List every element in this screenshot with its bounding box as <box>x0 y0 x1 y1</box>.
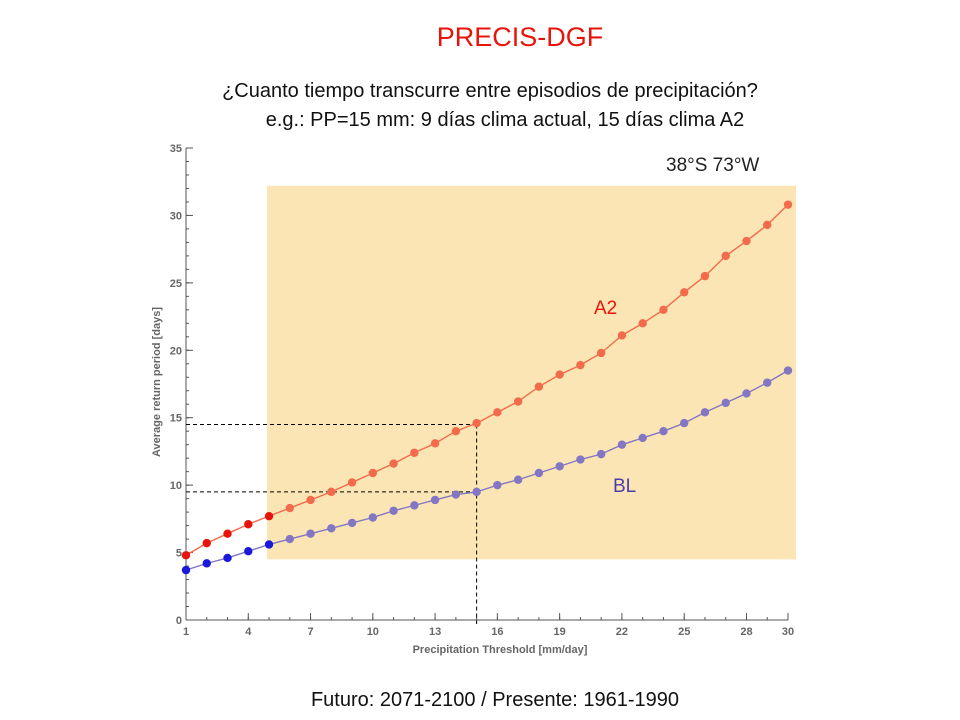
data-point-bl <box>783 366 793 375</box>
y-tick-label: 20 <box>170 345 182 357</box>
data-point-bl <box>617 440 627 449</box>
data-point-bl <box>223 553 232 563</box>
x-tick-label: 1 <box>183 626 189 638</box>
data-point-a2 <box>534 382 544 391</box>
y-tick-label: 15 <box>170 413 182 425</box>
data-point-a2 <box>576 360 585 370</box>
x-tick-label: 16 <box>491 626 503 638</box>
data-point-bl <box>244 547 253 556</box>
y-tick-label: 0 <box>176 615 182 627</box>
data-point-a2 <box>368 468 378 478</box>
x-tick-label: 28 <box>740 626 752 638</box>
data-point-bl <box>181 565 191 575</box>
data-point-a2 <box>264 511 274 521</box>
data-point-a2 <box>347 478 357 487</box>
data-point-a2 <box>513 397 523 406</box>
data-point-bl <box>659 427 668 436</box>
data-point-bl <box>763 378 772 387</box>
data-point-a2 <box>596 348 606 358</box>
data-point-a2 <box>555 370 564 379</box>
data-point-bl <box>534 468 544 478</box>
data-point-a2 <box>327 487 336 497</box>
data-point-bl <box>721 398 730 408</box>
data-point-bl <box>680 418 689 428</box>
data-point-bl <box>347 518 357 528</box>
x-tick-label: 19 <box>554 626 566 638</box>
data-point-bl <box>513 475 523 484</box>
data-point-a2 <box>430 439 440 448</box>
data-point-a2 <box>244 520 253 529</box>
chart-series <box>181 200 793 575</box>
data-point-a2 <box>223 529 232 538</box>
series-label-bl: BL <box>613 476 636 497</box>
data-point-bl <box>700 408 710 417</box>
data-point-bl <box>638 433 647 443</box>
x-tick-label: 30 <box>782 626 794 638</box>
data-point-a2 <box>472 418 481 428</box>
data-point-bl <box>430 495 440 505</box>
location-label: 38°S 73°W <box>666 155 759 176</box>
x-tick-label: 13 <box>429 626 441 638</box>
x-tick-label: 4 <box>245 626 252 638</box>
data-point-bl <box>410 501 419 510</box>
slide-footer: Futuro: 2071-2100 / Presente: 1961-1990 <box>310 689 680 711</box>
slide-question: ¿Cuanto tiempo transcurre entre episodio… <box>222 80 758 102</box>
reference-lines <box>186 423 478 624</box>
data-point-bl <box>389 506 398 515</box>
chart-axes: 1 4 7 10 13 16 19 22 25 28 30 0 5 10 15 20 25 30 35 <box>170 143 794 638</box>
data-point-a2 <box>680 288 689 297</box>
data-point-a2 <box>389 459 398 468</box>
data-point-bl <box>368 513 378 522</box>
x-tick-label: 25 <box>678 626 690 638</box>
data-point-a2 <box>493 408 502 417</box>
y-axis-label: Average return period [days] <box>151 307 163 457</box>
data-point-a2 <box>202 538 211 548</box>
data-point-a2 <box>783 200 793 209</box>
data-point-bl <box>264 540 274 549</box>
data-point-a2 <box>451 427 461 436</box>
x-tick-label: 7 <box>307 626 313 638</box>
series-label-a2: A2 <box>594 298 617 319</box>
x-tick-label: 22 <box>616 626 628 638</box>
data-point-bl <box>596 449 606 459</box>
data-point-bl <box>493 480 502 490</box>
y-tick-label: 5 <box>176 548 182 560</box>
data-point-a2 <box>763 220 772 230</box>
x-axis-label: Precipitation Threshold [mm/day] <box>413 644 588 656</box>
data-point-bl <box>285 534 294 544</box>
data-point-bl <box>306 529 315 538</box>
data-point-a2 <box>659 305 668 315</box>
y-tick-label: 30 <box>170 210 182 222</box>
data-point-a2 <box>285 503 294 513</box>
slide-title: PRECIS-DGF <box>436 22 604 52</box>
slide-example: e.g.: PP=15 mm: 9 días clima actual, 15 … <box>265 109 745 131</box>
y-tick-label: 35 <box>170 143 182 155</box>
y-tick-label: 10 <box>170 480 182 492</box>
data-point-bl <box>576 455 585 464</box>
data-point-a2 <box>181 551 191 560</box>
data-point-a2 <box>638 319 647 328</box>
data-point-bl <box>472 487 481 497</box>
highlight-region <box>267 185 796 560</box>
data-point-a2 <box>700 271 710 281</box>
data-point-bl <box>555 462 564 471</box>
data-point-bl <box>327 524 336 533</box>
data-point-a2 <box>410 448 419 457</box>
data-point-a2 <box>306 495 315 505</box>
return-period-chart: 1 4 7 10 13 16 19 22 25 28 30 0 5 10 15 20 25 30 35 Precip… <box>151 143 796 656</box>
data-point-bl <box>742 389 751 398</box>
data-point-a2 <box>617 331 627 340</box>
data-point-bl <box>202 559 211 568</box>
data-point-bl <box>451 490 461 499</box>
data-point-a2 <box>742 236 751 246</box>
y-tick-label: 25 <box>170 278 182 290</box>
data-point-a2 <box>721 251 730 261</box>
x-tick-label: 10 <box>367 626 379 638</box>
